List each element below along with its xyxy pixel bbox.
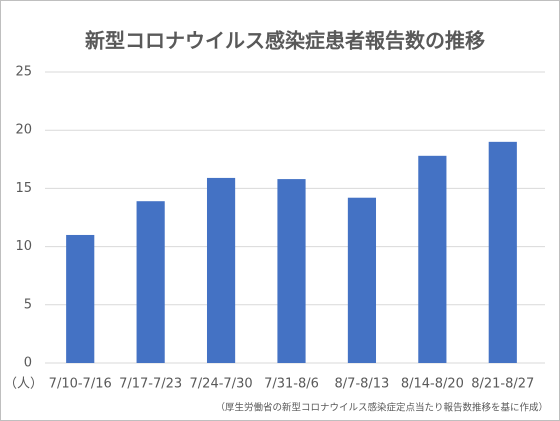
x-tick-label: 8/7-8/13 xyxy=(335,377,390,392)
x-tick-label: 7/17-7/23 xyxy=(119,377,182,392)
bar xyxy=(136,201,165,363)
bar xyxy=(277,179,306,363)
y-tick-label: 25 xyxy=(15,65,32,80)
y-tick-label: 20 xyxy=(15,123,32,138)
x-tick-label: 7/10-7/16 xyxy=(49,377,112,392)
bar xyxy=(206,177,236,363)
source-note: （厚生労働省の新型コロナウイルス感染症定点当たり報告数推移を基に作成） xyxy=(215,402,548,414)
bar xyxy=(488,141,517,363)
bar xyxy=(418,155,447,363)
x-tick-label: 8/21-8/27 xyxy=(471,377,534,392)
y-tick-label: 0 xyxy=(24,356,32,371)
bar xyxy=(66,234,95,363)
y-tick-label: 5 xyxy=(24,297,32,312)
bar xyxy=(347,197,377,363)
unit-label: （人） xyxy=(4,377,43,392)
x-tick-label: 8/14-8/20 xyxy=(401,377,464,392)
y-tick-label: 10 xyxy=(15,239,32,254)
x-tick-label: 7/24-7/30 xyxy=(190,377,253,392)
y-tick-label: 15 xyxy=(15,181,32,196)
chart-title: 新型コロナウイルス感染症患者報告数の推移 xyxy=(85,29,485,53)
x-tick-label: 7/31-8/6 xyxy=(264,377,319,392)
